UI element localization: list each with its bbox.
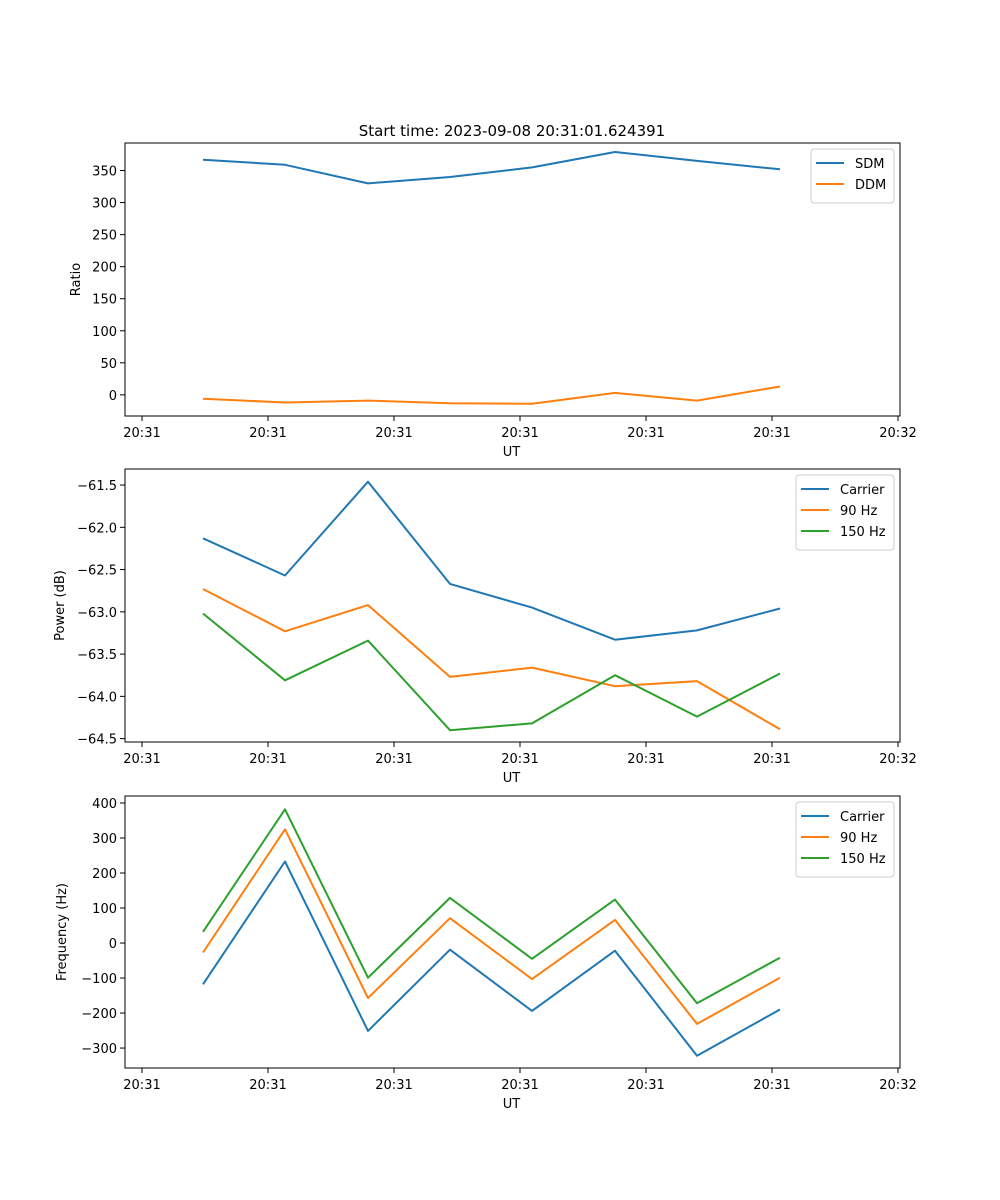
series-line-90-hz <box>202 588 781 731</box>
x-tick-label: 20:31 <box>375 752 412 767</box>
series-line-90-hz <box>202 828 781 1025</box>
x-tick-label: 20:32 <box>879 752 916 767</box>
x-tick-label: 20:31 <box>627 1078 664 1093</box>
series-line-150-hz <box>202 612 781 732</box>
x-tick-label: 20:31 <box>753 426 790 441</box>
y-tick-label: 300 <box>92 197 117 212</box>
x-tick-label: 20:32 <box>879 1078 916 1093</box>
y-tick-label: −63.5 <box>77 648 117 663</box>
series-line-sdm <box>202 151 781 185</box>
x-tick-label: 20:31 <box>501 1078 538 1093</box>
y-tick-label: −62.0 <box>77 521 117 536</box>
axes-frame <box>124 142 901 417</box>
y-tick-label: −300 <box>81 1042 117 1057</box>
x-axis-label: UT <box>503 1097 521 1112</box>
y-tick-label: 50 <box>100 357 117 372</box>
x-tick-label: 20:31 <box>249 1078 286 1093</box>
chart-panel-2: 20:31 20:31 20:31 20:31 20:31 20:31 20:32 −61.5… <box>53 468 917 786</box>
chart-panel-3: 20:31 20:31 20:31 20:31 20:31 20:31 20:32 400 30… <box>55 795 917 1112</box>
x-tick-label: 20:31 <box>375 1078 412 1093</box>
x-tick-label: 20:31 <box>123 426 160 441</box>
y-tick-label: 300 <box>92 832 117 847</box>
y-tick-label: −200 <box>81 1007 117 1022</box>
series-line-carrier <box>202 860 781 1057</box>
legend-label: DDM <box>855 178 886 193</box>
x-tick-label: 20:31 <box>123 1078 160 1093</box>
y-tick-label: −62.5 <box>77 564 117 579</box>
y-tick-label: 200 <box>92 261 117 276</box>
x-tick-label: 20:31 <box>249 426 286 441</box>
legend: Carrier 90 Hz 150 Hz <box>795 474 895 551</box>
legend: Carrier 90 Hz 150 Hz <box>795 801 895 878</box>
y-tick-label: 0 <box>109 937 117 952</box>
legend-label: SDM <box>855 157 884 172</box>
x-tick-label: 20:31 <box>123 752 160 767</box>
y-axis-label: Ratio <box>69 263 84 296</box>
y-tick-label: 350 <box>92 165 117 180</box>
y-axis-label: Power (dB) <box>53 570 68 641</box>
legend-label: 90 Hz <box>840 831 877 846</box>
legend-label: Carrier <box>840 810 885 825</box>
y-tick-label: 250 <box>92 229 117 244</box>
y-tick-label: 150 <box>92 293 117 308</box>
y-tick-label: −64.0 <box>77 690 117 705</box>
series-line-ddm <box>202 385 781 405</box>
axes-frame <box>124 468 901 743</box>
y-tick-label: 0 <box>109 389 117 404</box>
series-line-carrier <box>202 480 781 641</box>
legend-label: Carrier <box>840 483 885 498</box>
x-tick-label: 20:31 <box>753 752 790 767</box>
y-tick-label: 200 <box>92 867 117 882</box>
x-tick-label: 20:31 <box>501 752 538 767</box>
chart-panel-1: 20:31 20:31 20:31 20:31 20:31 20:31 20:32 0 50 10… <box>69 142 917 460</box>
x-tick-label: 20:31 <box>375 426 412 441</box>
x-tick-label: 20:31 <box>249 752 286 767</box>
legend: SDM DDM <box>810 148 895 204</box>
y-axis-label: Frequency (Hz) <box>55 883 70 981</box>
chart-title: Start time: 2023-09-08 20:31:01.624391 <box>359 122 665 140</box>
x-tick-label: 20:31 <box>753 1078 790 1093</box>
series-line-150-hz <box>202 808 781 1005</box>
y-tick-label: −64.5 <box>77 733 117 748</box>
axes-frame <box>124 795 901 1069</box>
x-tick-label: 20:32 <box>879 426 916 441</box>
y-tick-label: −61.5 <box>77 479 117 494</box>
x-axis-label: UT <box>503 771 521 786</box>
legend-label: 90 Hz <box>840 504 877 519</box>
y-tick-label: 100 <box>92 325 117 340</box>
x-tick-label: 20:31 <box>501 426 538 441</box>
y-tick-label: 100 <box>92 902 117 917</box>
x-axis-label: UT <box>503 445 521 460</box>
x-tick-label: 20:31 <box>627 426 664 441</box>
legend-label: 150 Hz <box>840 852 886 867</box>
y-tick-label: −100 <box>81 972 117 987</box>
y-tick-label: 400 <box>92 797 117 812</box>
y-tick-label: −63.0 <box>77 606 117 621</box>
legend-label: 150 Hz <box>840 525 886 540</box>
x-tick-label: 20:31 <box>627 752 664 767</box>
